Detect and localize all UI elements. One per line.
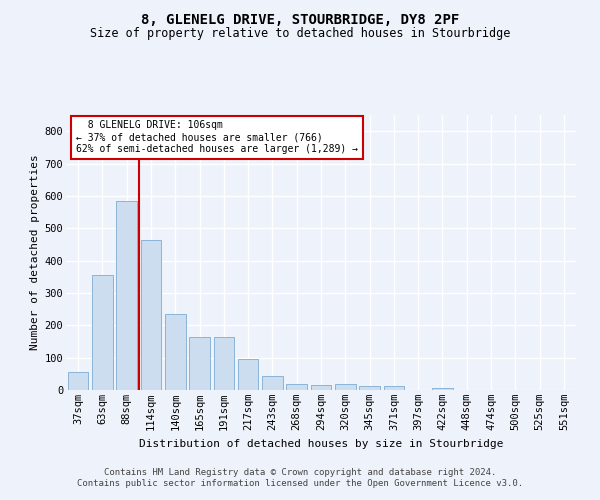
- Bar: [262, 376, 283, 390]
- Bar: [359, 386, 380, 390]
- Bar: [238, 360, 259, 390]
- Bar: [432, 388, 453, 390]
- Bar: [311, 384, 331, 390]
- Bar: [68, 372, 88, 390]
- Y-axis label: Number of detached properties: Number of detached properties: [31, 154, 40, 350]
- X-axis label: Distribution of detached houses by size in Stourbridge: Distribution of detached houses by size …: [139, 438, 503, 448]
- Text: Size of property relative to detached houses in Stourbridge: Size of property relative to detached ho…: [90, 28, 510, 40]
- Bar: [383, 386, 404, 390]
- Bar: [116, 200, 137, 390]
- Bar: [92, 275, 113, 390]
- Text: 8 GLENELG DRIVE: 106sqm
← 37% of detached houses are smaller (766)
62% of semi-d: 8 GLENELG DRIVE: 106sqm ← 37% of detache…: [76, 120, 358, 154]
- Bar: [335, 384, 356, 390]
- Bar: [140, 240, 161, 390]
- Bar: [165, 314, 185, 390]
- Bar: [214, 336, 234, 390]
- Text: Contains HM Land Registry data © Crown copyright and database right 2024.
Contai: Contains HM Land Registry data © Crown c…: [77, 468, 523, 487]
- Text: 8, GLENELG DRIVE, STOURBRIDGE, DY8 2PF: 8, GLENELG DRIVE, STOURBRIDGE, DY8 2PF: [141, 12, 459, 26]
- Bar: [189, 336, 210, 390]
- Bar: [286, 384, 307, 390]
